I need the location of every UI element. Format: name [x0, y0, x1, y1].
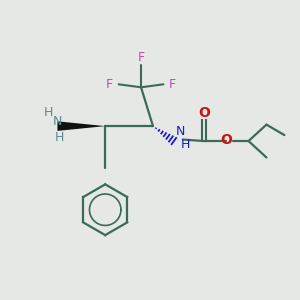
Text: N: N: [176, 125, 185, 138]
Text: H: H: [55, 131, 64, 144]
Text: F: F: [137, 51, 145, 64]
Text: O: O: [220, 133, 232, 146]
Text: H: H: [181, 138, 190, 151]
Polygon shape: [57, 121, 105, 131]
Text: N: N: [53, 115, 62, 128]
Text: F: F: [169, 78, 176, 91]
Text: H: H: [44, 106, 53, 119]
Text: O: O: [198, 106, 210, 120]
Text: F: F: [106, 78, 113, 91]
